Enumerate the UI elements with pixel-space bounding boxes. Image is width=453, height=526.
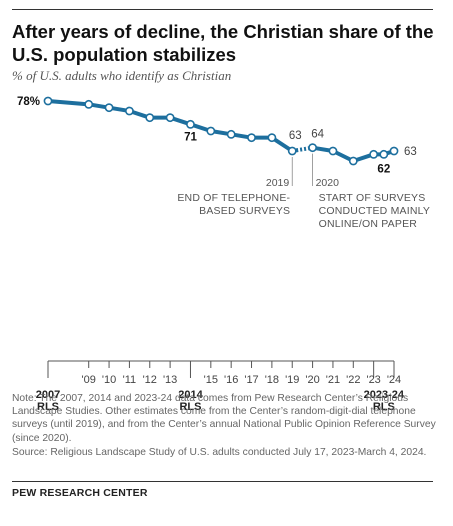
top-rule (12, 9, 433, 10)
data-point (43, 96, 53, 106)
chart-note: Note: The 2007, 2014 and 2023-24 data co… (12, 393, 436, 444)
data-point (247, 133, 256, 143)
x-tick-label: RLS (37, 401, 59, 413)
x-tick-label: '22 (346, 374, 360, 386)
data-point (206, 126, 216, 136)
x-tick-label: '20 (305, 374, 319, 386)
x-tick-label: '15 (204, 374, 218, 386)
organization-name: PEW RESEARCH CENTER (12, 487, 148, 499)
data-point (328, 146, 338, 156)
chart-subtitle: % of U.S. adults who identify as Christi… (12, 68, 232, 83)
data-point (267, 133, 277, 143)
data-label: 63 (404, 146, 417, 158)
x-tick-label: RLS (179, 401, 201, 413)
annotation-year: 2020 (316, 177, 340, 189)
x-tick-label: 2007 (36, 389, 60, 401)
x-range-label: 2023-24 (364, 389, 405, 401)
x-tick-label: '09 (82, 374, 96, 386)
chart-title: After years of decline, the Christian sh… (12, 21, 434, 65)
data-point (104, 103, 114, 113)
data-point (379, 149, 389, 159)
data-label: 71 (184, 131, 197, 143)
annotation-year: 2019 (266, 177, 290, 189)
data-point (84, 99, 94, 109)
x-tick-label: '10 (102, 374, 116, 386)
data-label: 62 (377, 163, 390, 175)
x-range-label: RLS (373, 401, 395, 413)
data-label: 64 (311, 129, 324, 141)
bottom-rule (12, 481, 433, 482)
data-point (125, 106, 134, 116)
data-point (165, 113, 175, 123)
x-tick-label: 2014 (178, 389, 203, 401)
annotation-text: ONLINE/ON PAPER (319, 218, 418, 230)
x-tick-label: '18 (265, 374, 279, 386)
data-point (186, 119, 195, 129)
annotation-text: END OF TELEPHONE- (177, 192, 290, 204)
data-label: 63 (289, 130, 302, 142)
x-tick-label: '21 (326, 374, 340, 386)
line-segment (46, 99, 91, 107)
annotation-text: BASED SURVEYS (199, 205, 290, 217)
x-tick-label: '19 (285, 374, 299, 386)
x-tick-label: '12 (143, 374, 157, 386)
x-tick-label: '17 (244, 374, 258, 386)
x-tick-label: '23 (366, 374, 380, 386)
x-tick-label: '13 (163, 374, 177, 386)
annotation-text: START OF SURVEYS (319, 192, 426, 204)
data-point (226, 129, 236, 139)
chart-source: Source: Religious Landscape Study of U.S… (12, 447, 427, 458)
data-point (369, 149, 379, 159)
data-label: 78% (17, 96, 40, 108)
x-tick-label: '16 (224, 374, 238, 386)
data-point (145, 113, 155, 123)
data-point (389, 146, 399, 156)
annotation-text: CONDUCTED MAINLY (319, 205, 431, 217)
x-tick-label: '24 (387, 374, 401, 386)
x-tick-label: '11 (123, 374, 137, 386)
data-point (348, 156, 358, 166)
data-point (308, 143, 317, 153)
data-point (287, 146, 297, 156)
